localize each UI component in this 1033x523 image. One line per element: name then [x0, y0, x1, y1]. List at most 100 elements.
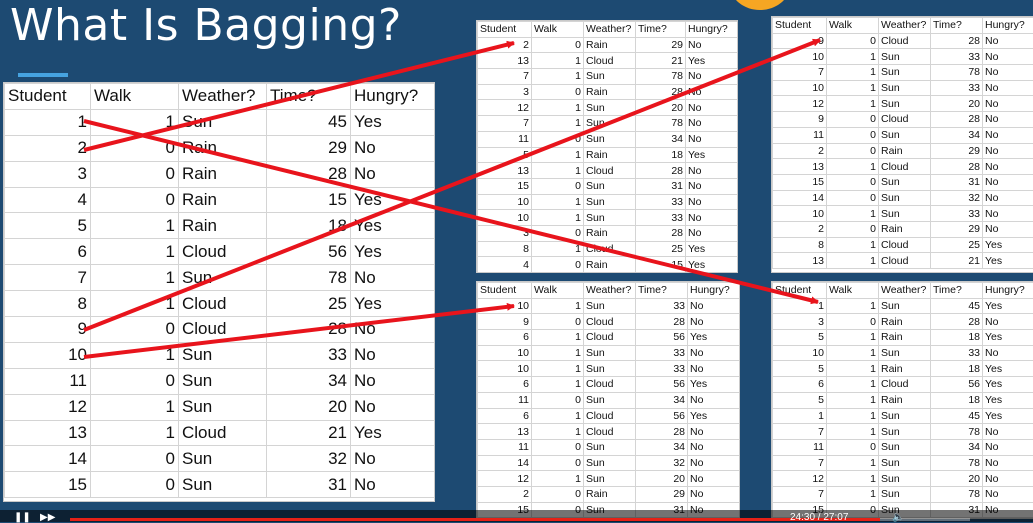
column-header: Hungry? [983, 283, 1033, 299]
table-cell: Rain [879, 392, 931, 408]
table-cell: No [686, 194, 738, 210]
table-cell: Rain [179, 135, 267, 161]
table-cell: Cloud [879, 377, 931, 393]
table-cell: Sun [879, 345, 931, 361]
table-cell: 5 [773, 361, 827, 377]
table-cell: 1 [827, 424, 879, 440]
table-cell: No [688, 455, 740, 471]
table-cell: Cloud [584, 163, 636, 179]
table-cell: 1 [532, 100, 584, 116]
table-cell: 20 [636, 471, 688, 487]
table-cell: 56 [267, 239, 351, 265]
table-cell: 18 [931, 330, 983, 346]
table-cell: 12 [773, 471, 827, 487]
table-cell: 78 [267, 265, 351, 291]
table-cell: 34 [931, 127, 983, 143]
table-cell: 10 [5, 342, 91, 368]
table-cell: 0 [532, 84, 584, 100]
table-cell: Cloud [584, 408, 636, 424]
table-cell: No [983, 455, 1033, 471]
table-cell: 0 [827, 127, 879, 143]
table-cell: No [351, 368, 435, 394]
table-cell: 0 [91, 368, 179, 394]
table-cell: 6 [478, 377, 532, 393]
table-cell: 33 [636, 345, 688, 361]
table-cell: Sun [179, 265, 267, 291]
table-cell: Rain [179, 213, 267, 239]
table-cell: No [688, 439, 740, 455]
table-cell: 9 [5, 317, 91, 343]
table-cell: Yes [688, 330, 740, 346]
progress-fill [70, 518, 880, 521]
table-cell: Cloud [179, 239, 267, 265]
table-cell: 11 [773, 439, 827, 455]
table-cell: 13 [773, 253, 827, 269]
table-cell: 10 [773, 345, 827, 361]
table-cell: 1 [532, 147, 584, 163]
table-cell: Rain [584, 147, 636, 163]
column-header: Walk [532, 22, 584, 38]
table-cell: No [983, 65, 1033, 81]
table-cell: Cloud [584, 241, 636, 257]
table-cell: 0 [827, 112, 879, 128]
table-cell: 0 [532, 131, 584, 147]
table-cell: 0 [827, 143, 879, 159]
table-cell: 34 [931, 439, 983, 455]
table-cell: 0 [827, 221, 879, 237]
table-cell: Sun [179, 446, 267, 472]
table-cell: 1 [91, 265, 179, 291]
table-cell: 28 [636, 84, 686, 100]
table-cell: Rain [879, 314, 931, 330]
table-cell: Rain [584, 37, 636, 53]
slide-title: What Is Bagging? [10, 0, 402, 51]
table-cell: 12 [478, 471, 532, 487]
table-cell: 0 [827, 439, 879, 455]
table-cell: No [686, 210, 738, 226]
table-cell: 0 [532, 37, 584, 53]
table-cell: Sun [584, 210, 636, 226]
table-cell: Cloud [879, 253, 931, 269]
table-cell: Sun [584, 455, 636, 471]
table-cell: 14 [773, 190, 827, 206]
column-header: Walk [532, 283, 584, 299]
table-cell: 20 [267, 394, 351, 420]
table-cell: 3 [773, 314, 827, 330]
table-cell: No [688, 392, 740, 408]
table-cell: 28 [636, 314, 688, 330]
table-cell: No [688, 345, 740, 361]
table-cell: 14 [5, 446, 91, 472]
table-cell: 78 [636, 69, 686, 85]
column-header: Student [5, 84, 91, 110]
table-cell: 0 [827, 174, 879, 190]
table-cell: No [983, 439, 1033, 455]
time-display: 24:30 / 27:07 [790, 512, 848, 523]
table-cell: No [983, 96, 1033, 112]
table-cell: Sun [879, 471, 931, 487]
table-cell: Cloud [179, 317, 267, 343]
table-cell: Yes [983, 253, 1033, 269]
table-cell: No [686, 225, 738, 241]
table-cell: Sun [584, 361, 636, 377]
table-cell: 1 [827, 330, 879, 346]
table-cell: 0 [91, 161, 179, 187]
table-cell: Yes [983, 361, 1033, 377]
table-cell: Cloud [179, 291, 267, 317]
table-cell: 11 [5, 368, 91, 394]
column-header: Weather? [179, 84, 267, 110]
table-cell: Sun [879, 174, 931, 190]
table-cell: 0 [91, 187, 179, 213]
